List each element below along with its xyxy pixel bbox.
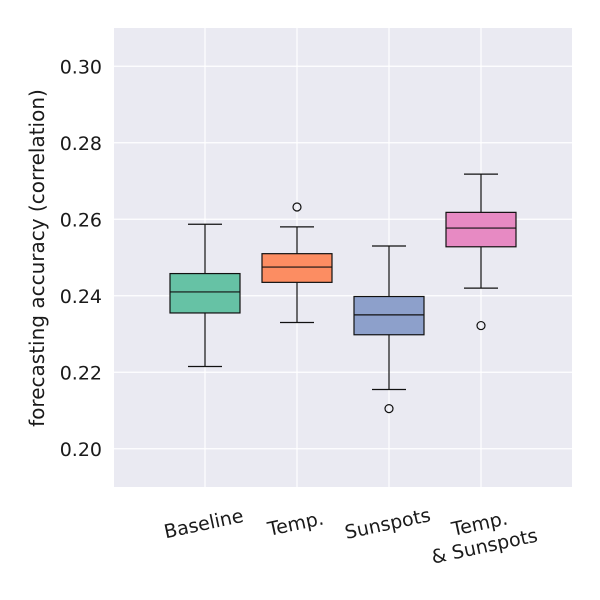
outlier-point bbox=[476, 320, 486, 331]
y-tick-label: 0.24 bbox=[60, 286, 102, 308]
box-group bbox=[445, 173, 517, 331]
box-iqr bbox=[353, 295, 425, 336]
x-tick-label: Temp.& Sunspots bbox=[425, 502, 540, 568]
outlier-point bbox=[384, 403, 394, 414]
x-tick-label-line: Temp. bbox=[265, 507, 326, 541]
y-tick-label: 0.28 bbox=[60, 133, 102, 155]
box-series bbox=[169, 173, 517, 414]
box-iqr bbox=[169, 272, 241, 314]
x-tick-label: Temp. bbox=[265, 507, 326, 541]
y-axis-label: forecasting accuracy (correlation) bbox=[25, 89, 49, 427]
x-tick-label-line: Sunspots bbox=[343, 504, 433, 544]
box-iqr bbox=[261, 253, 333, 283]
outlier-point bbox=[292, 202, 302, 212]
x-tick-label: Sunspots bbox=[343, 504, 433, 544]
box-group bbox=[353, 245, 425, 414]
x-tick-label-line: Baseline bbox=[162, 505, 245, 543]
y-axis-ticks: 0.20 0.22 0.24 0.26 0.28 0.30 bbox=[60, 56, 102, 461]
y-tick-label: 0.22 bbox=[60, 362, 102, 384]
y-tick-label: 0.30 bbox=[60, 56, 102, 78]
y-tick-label: 0.20 bbox=[60, 439, 102, 461]
y-tick-label: 0.26 bbox=[60, 209, 102, 231]
plot-background bbox=[114, 28, 572, 487]
box-group bbox=[169, 223, 241, 368]
box-iqr bbox=[445, 211, 517, 248]
box-group bbox=[261, 202, 333, 324]
x-axis-ticks: Baseline Temp. Sunspots Temp.& Sunspots bbox=[162, 502, 540, 568]
x-tick-label: Baseline bbox=[162, 505, 245, 543]
